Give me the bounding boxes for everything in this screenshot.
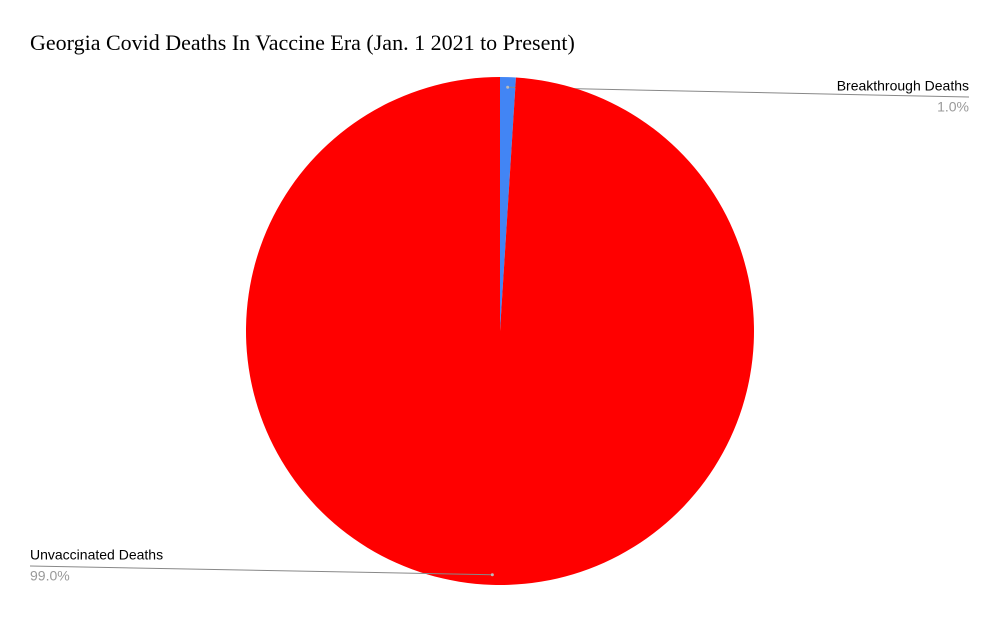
leader-line	[29, 565, 493, 576]
slice-label: Breakthrough Deaths	[837, 78, 969, 94]
leader-dot	[490, 573, 494, 577]
pie-slice	[245, 77, 754, 585]
slice-value-label: 1.0%	[937, 99, 969, 115]
slice-value-label: 99.0%	[30, 568, 70, 584]
pie-slice	[500, 77, 516, 331]
leader-line	[507, 86, 970, 98]
leader-dot	[506, 85, 510, 89]
chart-title: Georgia Covid Deaths In Vaccine Era (Jan…	[30, 30, 575, 55]
slice-label: Unvaccinated Deaths	[30, 547, 163, 563]
